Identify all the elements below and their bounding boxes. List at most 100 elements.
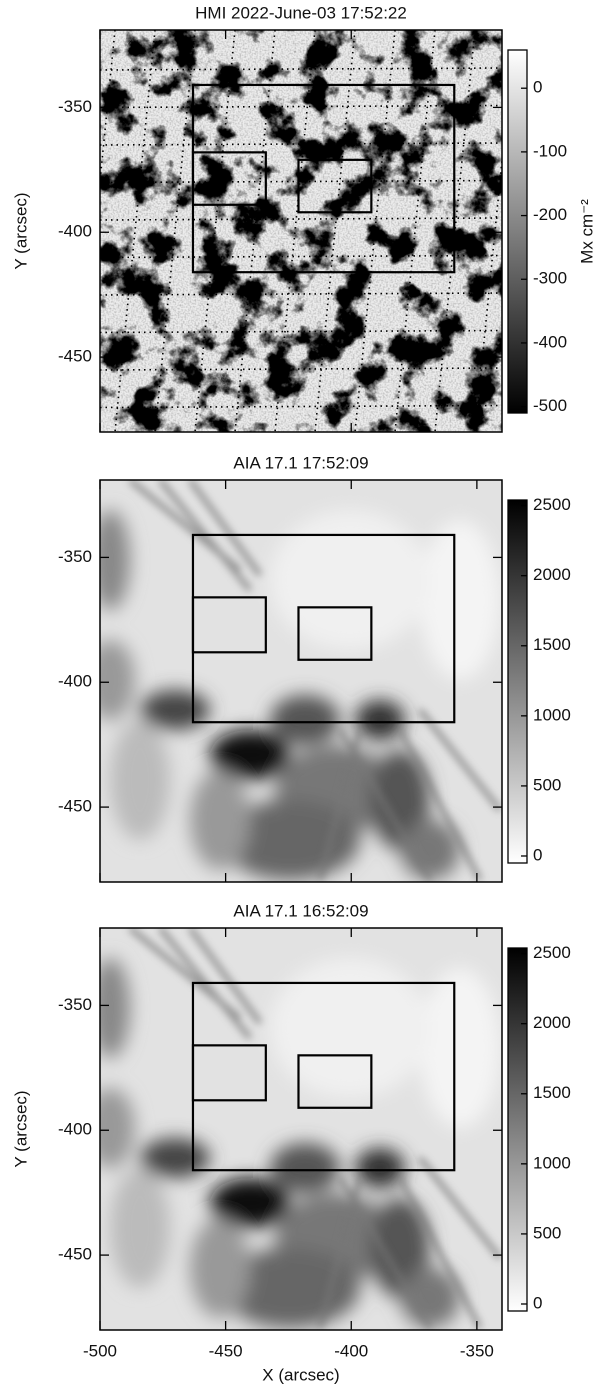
emission-blob: [400, 1268, 460, 1328]
colorbar: [507, 947, 528, 1312]
y-tick-label: -400: [58, 672, 92, 691]
colorbar-tick-label: 1500: [533, 1083, 571, 1102]
emission-blob: [270, 695, 340, 745]
panel-title: AIA 17.1 16:52:09: [233, 901, 368, 920]
emission-blob: [270, 1143, 340, 1193]
image: [100, 928, 502, 1330]
colorbar-tick-label: 1000: [533, 705, 571, 724]
loop: [317, 729, 363, 881]
coordinate-grid: [474, 152, 502, 432]
image: [100, 30, 502, 445]
plot-frame: [99, 29, 503, 433]
colorbar-tick-label: 0: [533, 1293, 542, 1312]
colorbar-tick-label: 500: [533, 775, 561, 794]
emission-blob: [400, 820, 460, 880]
coordinate-grid: [100, 367, 502, 371]
colorbar-tick-label: 0: [533, 845, 542, 864]
emission-blob: [190, 1218, 250, 1318]
coordinate-grid: [354, 30, 396, 432]
coordinate-grid: [100, 217, 502, 221]
colorbar-tick-label: -100: [533, 141, 567, 160]
region-box: [191, 151, 267, 206]
region-box: [297, 158, 373, 214]
x-tick-label: -450: [209, 1341, 243, 1360]
plot-frame: [99, 927, 503, 1331]
colorbar-tick-label: 0: [533, 78, 542, 97]
colorbar-tick-label: 500: [533, 1223, 561, 1242]
colorbar-tick-label: -200: [533, 205, 567, 224]
emission-blob: [270, 958, 430, 1098]
y-tick-label: -350: [58, 97, 92, 116]
emission-blob: [100, 640, 135, 720]
coordinate-grid: [100, 30, 116, 189]
coordinate-grid: [100, 67, 502, 71]
emission-blob: [100, 958, 130, 1058]
colorbar-tick-label: -500: [533, 396, 567, 415]
colorbar-tick-label: 2500: [533, 495, 571, 514]
image-texture: [100, 30, 502, 432]
y-axis-label: Y (arcsec): [11, 1090, 30, 1167]
colorbar-tick-label: -300: [533, 269, 567, 288]
x-tick-label: -400: [334, 1341, 368, 1360]
coordinate-grid: [100, 254, 502, 259]
region-box: [297, 606, 373, 661]
coordinate-grid: [314, 30, 356, 432]
y-tick-label: -450: [58, 347, 92, 366]
panel-title: AIA 17.1 17:52:09: [233, 453, 368, 472]
coordinate-grid: [234, 30, 276, 432]
coordinate-grid: [100, 179, 502, 184]
emission-blob: [100, 510, 130, 610]
y-tick-label: -400: [58, 222, 92, 241]
emission-blob: [110, 720, 170, 840]
region-box: [297, 1054, 373, 1109]
emission: [100, 510, 500, 880]
coordinate-grid: [114, 30, 156, 432]
loop: [187, 480, 263, 577]
emission-blob: [100, 1088, 135, 1168]
y-tick-label: -450: [58, 1245, 92, 1264]
coordinate-grid: [394, 30, 436, 432]
emission: [100, 958, 500, 1328]
colorbar-tick-label: -400: [533, 332, 567, 351]
coordinate-grid: [100, 292, 502, 296]
emission-blob: [210, 730, 290, 780]
region-box: [191, 596, 267, 654]
emission-blob: [355, 1148, 405, 1188]
emission-blob: [420, 968, 500, 1128]
region-box: [191, 1044, 267, 1102]
loop: [397, 1176, 483, 1330]
coordinate-grid: [100, 443, 502, 445]
emission-blob: [210, 1178, 290, 1228]
y-axis-label: Y (arcsec): [11, 192, 30, 269]
loop: [417, 708, 502, 812]
y-tick-label: -350: [58, 547, 92, 566]
coordinate-grid: [194, 30, 236, 432]
coordinate-grid: [100, 142, 502, 146]
x-tick-label: -350: [460, 1341, 494, 1360]
plot-frame: [99, 479, 503, 883]
coordinate-grid: [434, 30, 476, 432]
colorbar-label: Mx cm⁻²: [577, 199, 596, 264]
colorbar-tick-label: 2000: [533, 1013, 571, 1032]
loops: [128, 928, 502, 1330]
coordinate-grid: [100, 329, 502, 334]
coordinate-grid: [154, 30, 196, 432]
colorbar: [507, 499, 528, 864]
x-tick-label: -500: [83, 1341, 117, 1360]
colorbar-tick-label: 1500: [533, 635, 571, 654]
colorbar: [507, 49, 528, 414]
coordinate-grid: [274, 30, 316, 432]
y-tick-label: -450: [58, 797, 92, 816]
colorbar-tick-label: 2500: [533, 943, 571, 962]
y-tick-label: -400: [58, 1120, 92, 1139]
emission-blob: [110, 1168, 170, 1288]
loop: [317, 1177, 363, 1329]
loops: [128, 480, 502, 882]
loop: [187, 928, 263, 1025]
coordinate-grid: [100, 104, 502, 109]
loop: [417, 1156, 502, 1260]
loop: [397, 728, 483, 882]
y-tick-label: -350: [58, 995, 92, 1014]
coordinate-grid: [100, 404, 502, 409]
